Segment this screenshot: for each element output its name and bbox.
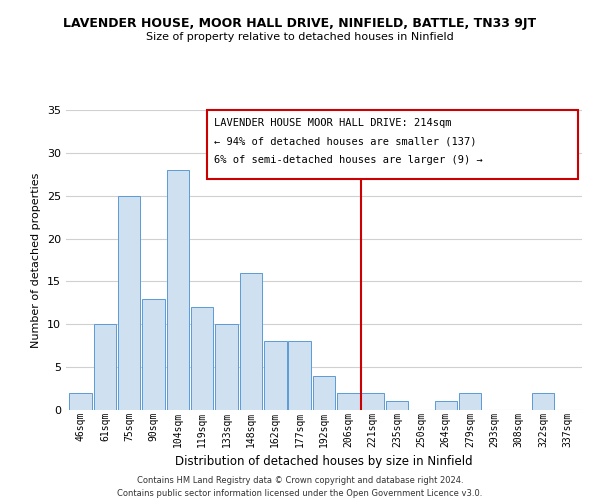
Bar	[215, 324, 238, 410]
Bar	[361, 393, 384, 410]
Text: 6% of semi-detached houses are larger (9) →: 6% of semi-detached houses are larger (9…	[214, 156, 483, 166]
Bar	[70, 393, 92, 410]
Bar	[434, 402, 457, 410]
Text: LAVENDER HOUSE, MOOR HALL DRIVE, NINFIELD, BATTLE, TN33 9JT: LAVENDER HOUSE, MOOR HALL DRIVE, NINFIEL…	[64, 18, 536, 30]
Bar	[264, 342, 287, 410]
Bar	[240, 273, 262, 410]
Bar	[142, 298, 165, 410]
Bar	[289, 342, 311, 410]
FancyBboxPatch shape	[207, 110, 578, 178]
Bar	[532, 393, 554, 410]
Bar	[313, 376, 335, 410]
Text: Size of property relative to detached houses in Ninfield: Size of property relative to detached ho…	[146, 32, 454, 42]
Text: ← 94% of detached houses are smaller (137): ← 94% of detached houses are smaller (13…	[214, 136, 477, 146]
Bar	[191, 307, 214, 410]
Bar	[167, 170, 189, 410]
Y-axis label: Number of detached properties: Number of detached properties	[31, 172, 41, 348]
Bar	[386, 402, 408, 410]
Bar	[94, 324, 116, 410]
Text: Contains HM Land Registry data © Crown copyright and database right 2024.
Contai: Contains HM Land Registry data © Crown c…	[118, 476, 482, 498]
X-axis label: Distribution of detached houses by size in Ninfield: Distribution of detached houses by size …	[175, 455, 473, 468]
Bar	[459, 393, 481, 410]
Text: LAVENDER HOUSE MOOR HALL DRIVE: 214sqm: LAVENDER HOUSE MOOR HALL DRIVE: 214sqm	[214, 118, 452, 128]
Bar	[337, 393, 359, 410]
Bar	[118, 196, 140, 410]
